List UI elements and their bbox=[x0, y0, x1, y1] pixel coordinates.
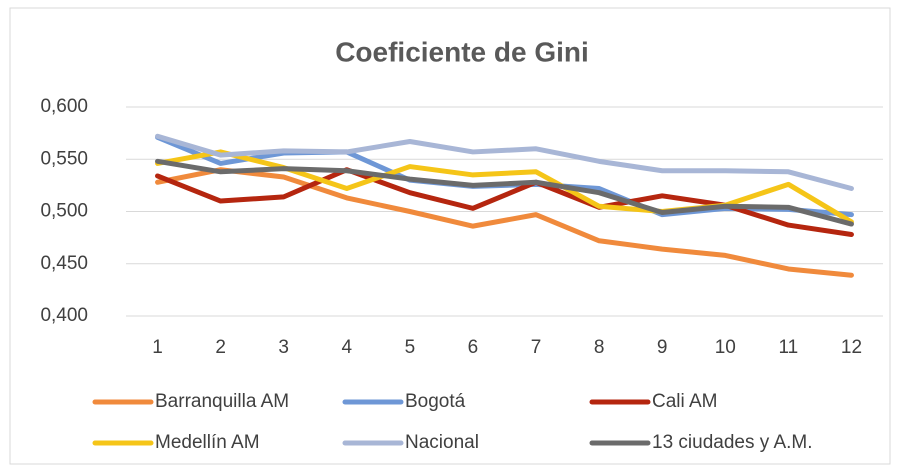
legend-label: Barranquilla AM bbox=[155, 391, 289, 412]
legend-label: Medellín AM bbox=[155, 432, 260, 453]
data-line bbox=[155, 133, 854, 192]
data-line bbox=[155, 158, 854, 227]
legend-label: Bogotá bbox=[405, 391, 466, 412]
x-tick-label: 1 bbox=[152, 337, 163, 358]
legend-label: 13 ciudades y A.M. bbox=[652, 432, 813, 453]
y-tick-label: 0,450 bbox=[40, 253, 88, 274]
y-tick-label: 0,400 bbox=[40, 305, 88, 326]
x-tick-label: 2 bbox=[215, 337, 226, 358]
chart-title: Coeficiente de Gini bbox=[335, 36, 589, 67]
y-tick-label: 0,600 bbox=[40, 96, 88, 117]
x-tick-label: 6 bbox=[468, 337, 479, 358]
x-tick-label: 11 bbox=[779, 337, 799, 358]
x-tick-label: 7 bbox=[531, 337, 542, 358]
chart-border bbox=[9, 7, 891, 465]
data-line bbox=[155, 149, 854, 225]
data-line bbox=[155, 167, 854, 278]
x-tick-label: 5 bbox=[405, 337, 416, 358]
x-tick-label: 12 bbox=[841, 337, 862, 358]
x-tick-label: 4 bbox=[342, 337, 353, 358]
x-tick-label: 10 bbox=[715, 337, 736, 358]
y-tick-label: 0,550 bbox=[40, 148, 88, 169]
legend-label: Cali AM bbox=[652, 391, 717, 412]
legend-label: Nacional bbox=[405, 432, 479, 453]
y-tick-label: 0,500 bbox=[40, 201, 88, 222]
x-tick-label: 3 bbox=[278, 337, 289, 358]
x-tick-label: 9 bbox=[657, 337, 668, 358]
x-tick-label: 8 bbox=[594, 337, 605, 358]
